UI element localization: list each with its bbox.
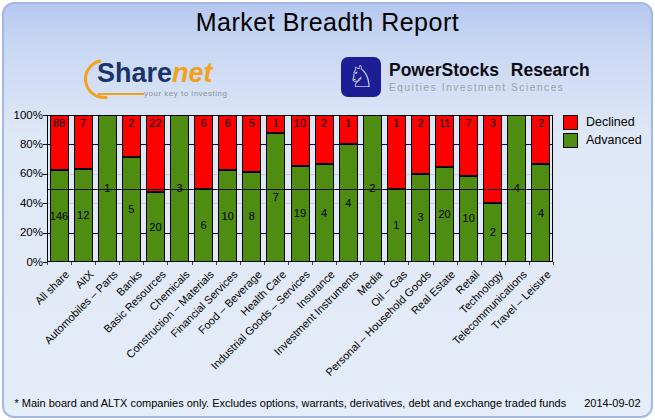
bar-advanced-value-2: 1 [92,182,122,195]
bar-advanced-value-5: 3 [164,182,194,195]
x-axis-tick-0 [47,262,48,265]
bar-advanced-value-1: 12 [68,209,98,222]
bar-declined-value-11: 2 [312,117,336,130]
footer-note: * Main board and ALTX companies only. Ex… [14,397,566,409]
x-axis-tick-16 [433,262,434,265]
y-axis-label-20: 20% [3,226,43,239]
bar-declined-value-9: 1 [264,117,288,130]
x-axis-tick-20 [529,262,530,265]
bar-declined-value-14: 1 [384,117,408,130]
bar-declined-value-20: 2 [529,117,553,130]
x-axis-tick-6 [192,262,193,265]
bar-declined-value-6: 6 [192,117,216,130]
y-axis-label-80: 80% [3,138,43,151]
x-axis-tick-13 [360,262,361,265]
x-axis-tick-4 [143,262,144,265]
x-axis-tick-1 [71,262,72,265]
x-axis-tick-9 [264,262,265,265]
bar-advanced-value-17: 10 [454,212,484,225]
bar-advanced-value-18: 2 [478,226,508,239]
x-axis-tick-5 [167,262,168,265]
x-axis-tick-7 [216,262,217,265]
legend-item-declined: Declined [563,113,642,131]
market-breadth-report: Market Breadth Report Sharenet your key … [0,0,655,420]
x-axis-tick-19 [505,262,506,265]
x-axis-label-0: All share [33,268,72,307]
x-axis-tick-12 [336,262,337,265]
x-axis-tick-11 [312,262,313,265]
bar-declined-value-12: 1 [336,117,360,130]
bar-declined-value-1: 7 [71,117,95,130]
x-axis-tick-21 [553,262,554,265]
footer: * Main board and ALTX companies only. Ex… [0,397,655,409]
bar-advanced-value-20: 4 [526,207,556,220]
bar-declined-value-8: 5 [240,117,264,130]
legend-label-advanced: Advanced [586,133,642,147]
y-axis-label-40: 40% [3,197,43,210]
x-axis-tick-15 [408,262,409,265]
bar-declined-value-15: 2 [408,117,432,130]
x-axis-tick-8 [240,262,241,265]
legend-item-advanced: Advanced [563,131,642,149]
bar-advanced-value-13: 2 [357,182,387,195]
y-axis-label-100: 100% [3,109,43,122]
y-axis-label-60: 60% [3,167,43,180]
chart-legend: Declined Advanced [563,113,642,149]
x-axis-tick-14 [384,262,385,265]
x-axis-tick-2 [95,262,96,265]
bar-advanced-value-12: 4 [333,197,363,210]
reference-line-50 [47,189,553,190]
bar-declined-value-16: 11 [433,117,457,130]
bar-declined-value-7: 6 [216,117,240,130]
y-axis-label-0: 0% [3,256,43,269]
bar-declined-value-0: 88 [47,117,71,130]
x-axis-tick-18 [481,262,482,265]
bar-declined-value-10: 10 [288,117,312,130]
bar-declined-value-17: 7 [457,117,481,130]
bar-declined-value-3: 2 [119,117,143,130]
breadth-stacked-bar-chart: 100%80%60%40%20%0%88146All share712AltX1… [0,0,655,420]
x-axis-tick-10 [288,262,289,265]
bar-advanced-value-8: 8 [237,210,267,223]
x-axis-tick-17 [457,262,458,265]
legend-label-declined: Declined [586,115,635,129]
bar-advanced-value-9: 7 [261,191,291,204]
x-axis-tick-3 [119,262,120,265]
advanced-swatch-icon [563,133,578,148]
bar-declined-value-18: 3 [481,117,505,130]
footer-date: 2014-09-02 [584,397,640,409]
bar-advanced-value-19: 4 [502,182,532,195]
bar-advanced-value-3: 5 [116,203,146,216]
bar-declined-value-4: 22 [143,117,167,130]
declined-swatch-icon [563,115,578,130]
bar-advanced-value-4: 20 [140,221,170,234]
